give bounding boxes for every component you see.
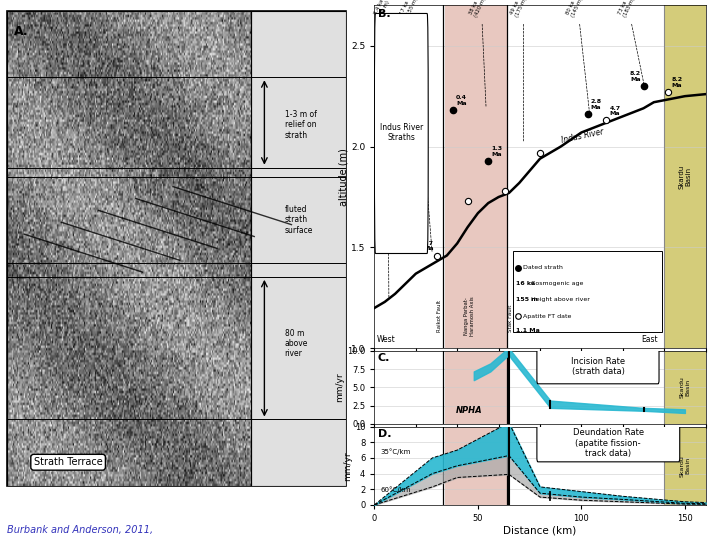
- Bar: [7, 11, 251, 486]
- Text: 73 ka
(183 m): 73 ka (183 m): [617, 0, 636, 17]
- Text: 16 ka: 16 ka: [516, 281, 536, 286]
- Text: Deundation Rate
(apatite fission-
track data): Deundation Rate (apatite fission- track …: [572, 428, 644, 458]
- Y-axis label: mm/yr: mm/yr: [336, 373, 344, 402]
- Text: D.: D.: [378, 429, 391, 439]
- FancyBboxPatch shape: [374, 14, 428, 253]
- Bar: [445, 427, 507, 505]
- Text: 2.8
Ma: 2.8 Ma: [590, 99, 602, 110]
- FancyBboxPatch shape: [537, 424, 680, 462]
- Text: A.: A.: [14, 25, 29, 38]
- Text: Cosmogenic age: Cosmogenic age: [531, 281, 583, 286]
- Text: 4.7
Ma: 4.7 Ma: [609, 105, 621, 116]
- Text: 8.2
Ma: 8.2 Ma: [672, 77, 683, 88]
- Text: 49 ka
(175 m): 49 ka (175 m): [510, 0, 528, 17]
- Text: Skardu
Basin: Skardu Basin: [680, 376, 690, 399]
- Bar: [445, 351, 507, 424]
- Text: 60°C/km: 60°C/km: [381, 486, 411, 492]
- Text: C.: C.: [378, 353, 390, 363]
- Text: 0.7
Ma: 0.7 Ma: [423, 241, 433, 252]
- Text: fluted
strath
surface: fluted strath surface: [284, 205, 313, 235]
- Bar: [665, 5, 706, 348]
- Text: 155 m: 155 m: [516, 298, 538, 302]
- Text: B.: B.: [378, 9, 390, 19]
- Text: 80 m
above
river: 80 m above river: [284, 328, 308, 359]
- Text: 35°C/km: 35°C/km: [381, 448, 411, 455]
- Text: West: West: [377, 335, 395, 345]
- Text: 38 ka
(420 m): 38 ka (420 m): [468, 0, 487, 17]
- Y-axis label: altitude (m): altitude (m): [338, 148, 348, 206]
- Text: Incision Rate
(strath data): Incision Rate (strath data): [571, 356, 625, 376]
- Text: Dated strath: Dated strath: [523, 265, 563, 270]
- Text: Height above river: Height above river: [531, 298, 590, 302]
- Y-axis label: mm/yr: mm/yr: [343, 451, 352, 481]
- Text: Strath Terrace: Strath Terrace: [34, 457, 102, 467]
- Text: Skardu
Basin: Skardu Basin: [680, 455, 690, 477]
- Text: Indus River
Straths: Indus River Straths: [379, 123, 423, 142]
- Text: 0.4
Ma: 0.4 Ma: [456, 96, 467, 106]
- Text: NPHA: NPHA: [456, 406, 483, 415]
- Text: Stak Fault: Stak Fault: [508, 305, 513, 332]
- Text: Nanga Parbat-
Haramosh Axis: Nanga Parbat- Haramosh Axis: [464, 296, 475, 336]
- Text: 1.3
Ma: 1.3 Ma: [491, 146, 503, 157]
- Bar: [665, 427, 706, 505]
- Bar: [445, 5, 507, 348]
- Text: Raikot Fault: Raikot Fault: [436, 300, 441, 332]
- Text: 8.4 ka
(80 m): 8.4 ka (80 m): [373, 0, 390, 17]
- Text: 1.1 Ma: 1.1 Ma: [516, 328, 540, 333]
- Text: 17 ka
(155 m): 17 ka (155 m): [400, 0, 418, 17]
- Bar: [513, 252, 662, 332]
- Text: Burbank and Anderson, 2011,: Burbank and Anderson, 2011,: [7, 524, 153, 535]
- Text: 80 ka
(145 m): 80 ka (145 m): [565, 0, 584, 17]
- Text: Indus River: Indus River: [561, 127, 605, 145]
- Text: Apatite FT date: Apatite FT date: [523, 314, 572, 319]
- Text: 8.2
Ma: 8.2 Ma: [629, 71, 640, 82]
- X-axis label: Distance (km): Distance (km): [503, 526, 577, 536]
- Text: East: East: [642, 335, 658, 345]
- Bar: [251, 11, 346, 486]
- FancyBboxPatch shape: [537, 349, 659, 384]
- Bar: [665, 351, 706, 424]
- Text: 1-3 m of
relief on
strath: 1-3 m of relief on strath: [284, 110, 317, 140]
- Text: Skardu
Basin: Skardu Basin: [678, 165, 691, 189]
